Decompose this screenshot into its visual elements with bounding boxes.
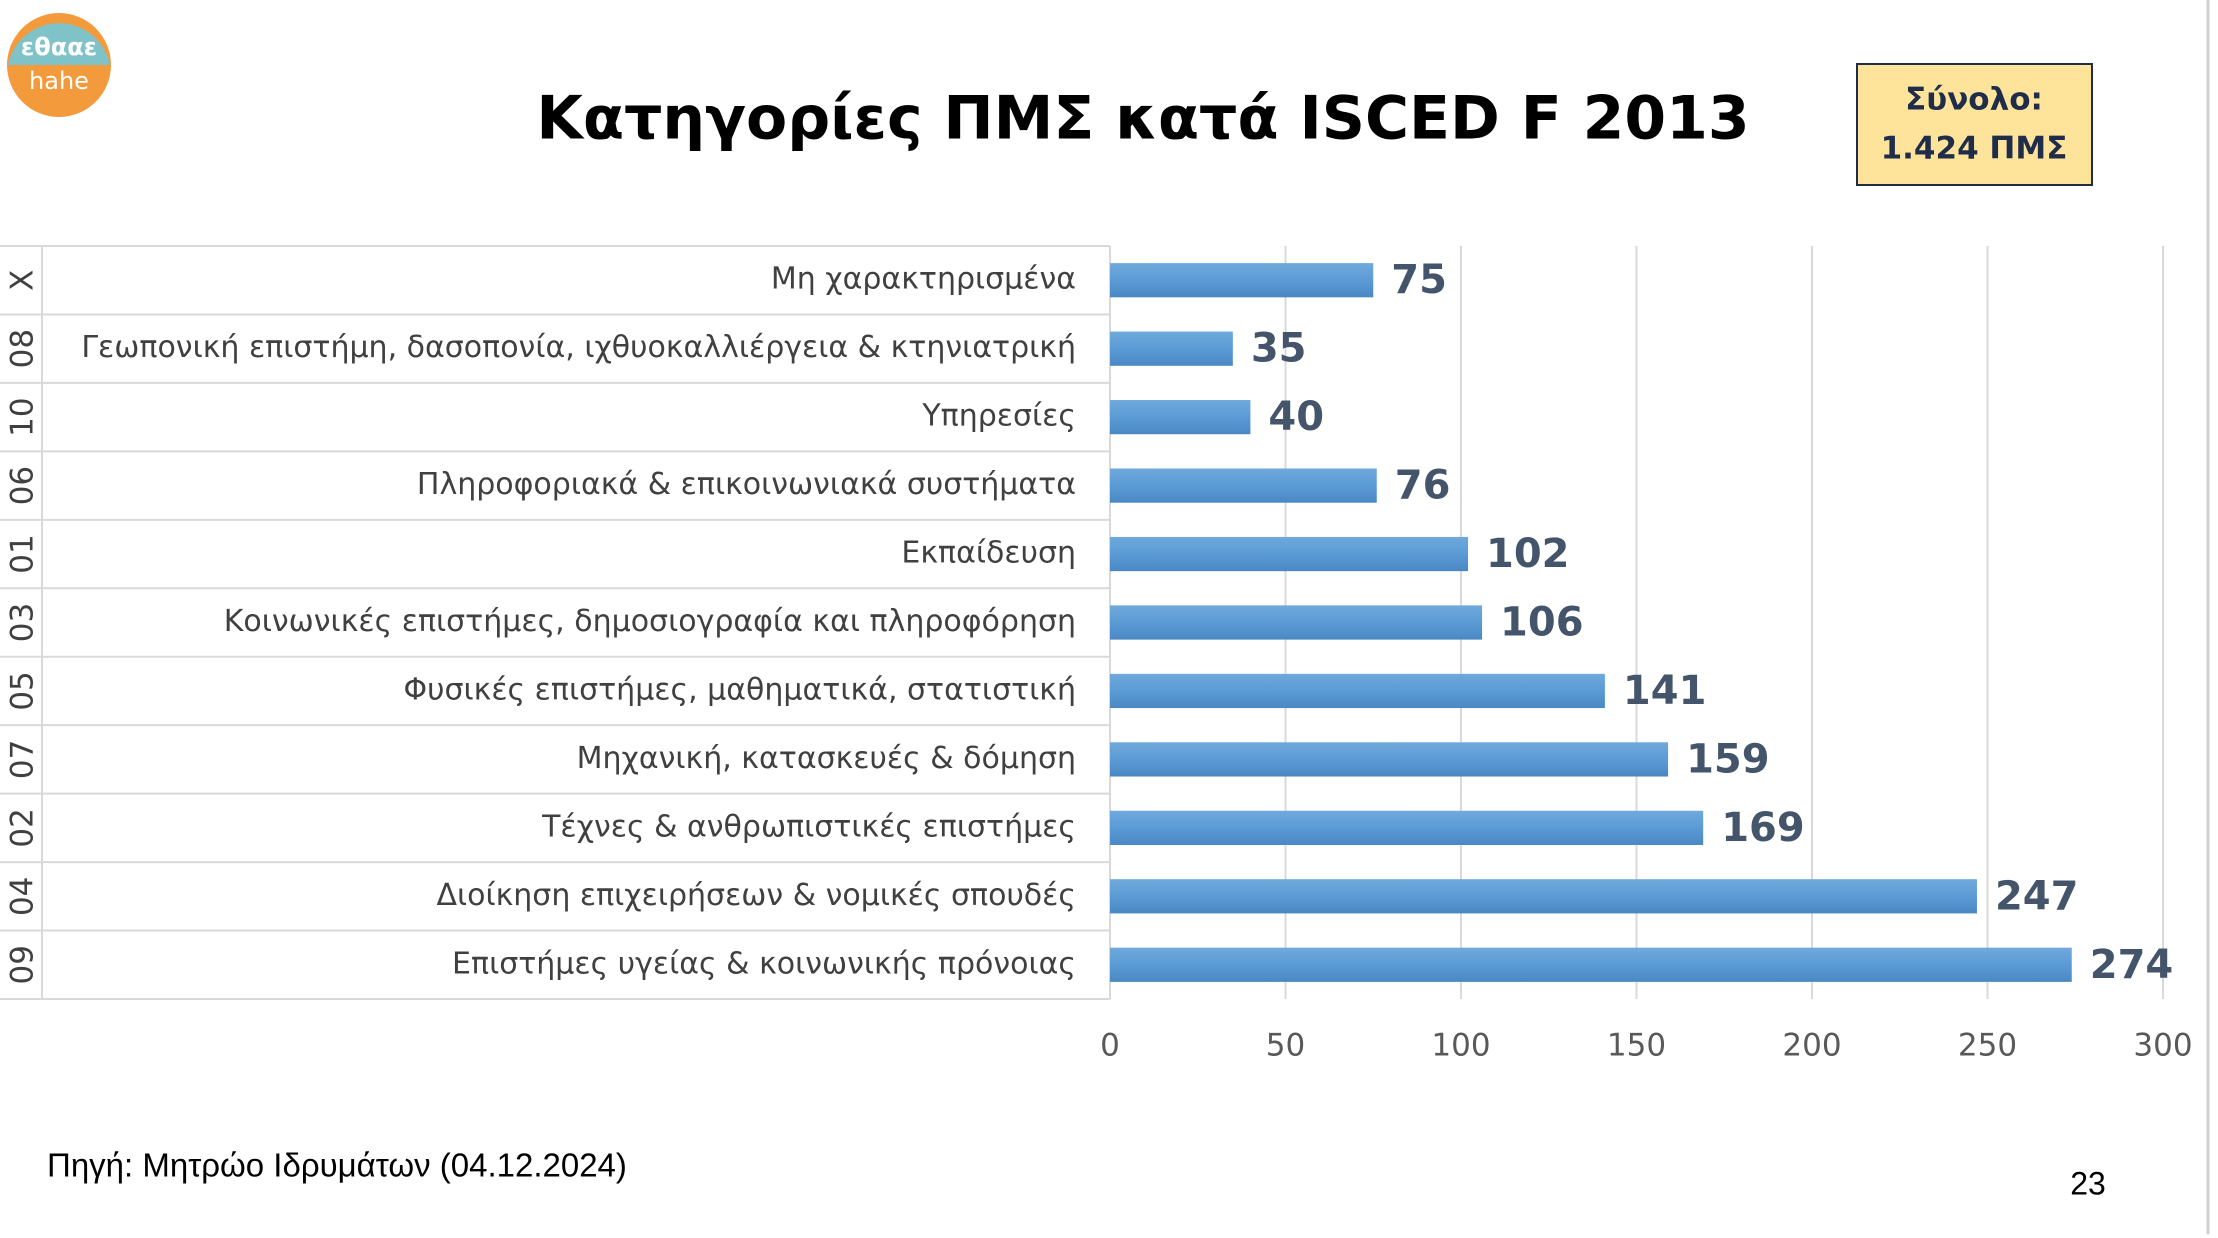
category-label: Εκπαίδευση [901, 536, 1076, 571]
total-box [1856, 63, 2093, 186]
bar [1110, 673, 1605, 709]
x-tick-label: 250 [1958, 1028, 2017, 1064]
x-tick-label: 0 [1100, 1028, 1120, 1064]
data-label: 75 [1391, 257, 1447, 303]
category-code: 04 [5, 877, 41, 916]
data-label: 35 [1251, 326, 1307, 372]
logo-text: hahe [29, 67, 89, 95]
data-label: 106 [1500, 600, 1584, 646]
total-text: Σύνολο: [1905, 82, 2043, 118]
bar [1110, 468, 1377, 503]
data-label: 141 [1623, 668, 1707, 714]
x-tick-label: 150 [1607, 1028, 1666, 1064]
category-code: 06 [5, 466, 41, 505]
category-code: 08 [5, 329, 41, 368]
data-label: 159 [1686, 736, 1770, 782]
data-label: 247 [1995, 873, 2079, 919]
category-label: Μηχανική, κατασκευές & δόμηση [577, 741, 1076, 776]
data-label: 40 [1268, 394, 1324, 440]
x-tick-label: 50 [1266, 1028, 1305, 1064]
category-label: Επιστήμες υγείας & κοινωνικής πρόνοιας [452, 946, 1076, 981]
category-label: Κοινωνικές επιστήμες, δημοσιογραφία και … [224, 604, 1076, 639]
category-label: Μη χαρακτηρισμένα [771, 262, 1076, 297]
logo-text: εθααε [21, 33, 97, 61]
category-label: Τέχνες & ανθρωπιστικές επιστήμες [541, 809, 1076, 844]
category-label: Διοίκηση επιχειρήσεων & νομικές σπουδές [436, 878, 1076, 913]
category-label: Φυσικές επιστήμες, μαθηματικά, στατιστικ… [404, 672, 1077, 707]
category-code: 01 [5, 534, 41, 573]
bar [1110, 879, 1977, 914]
x-tick-label: 200 [1782, 1028, 1841, 1064]
source-note: Πηγή: Μητρώο Ιδρυμάτων (04.12.2024) [47, 1147, 627, 1184]
bar [1110, 810, 1704, 845]
category-code: 09 [5, 945, 41, 984]
bar [1110, 400, 1251, 435]
bar [1110, 263, 1374, 298]
category-code: 07 [5, 740, 41, 779]
bar [1110, 536, 1469, 572]
logo: εθααε hahe [7, 13, 111, 117]
category-code: 02 [5, 808, 41, 847]
category-label: Υπηρεσίες [921, 399, 1076, 434]
data-label: 76 [1395, 463, 1451, 509]
category-label: Πληροφοριακά & επικοινωνιακά συστήματα [417, 467, 1076, 502]
category-code: 03 [5, 603, 41, 642]
page-number: 23 [2070, 1165, 2106, 1201]
total-text: 1.424 ΠΜΣ [1881, 131, 2068, 167]
x-tick-label: 100 [1431, 1028, 1490, 1064]
category-code: 10 [5, 397, 41, 436]
bar [1110, 947, 2072, 982]
data-label: 274 [2090, 942, 2174, 988]
data-label: 102 [1486, 531, 1570, 577]
category-label: Γεωπονική επιστήμη, δασοπονία, ιχθυοκαλλ… [81, 330, 1076, 365]
category-code: X [5, 270, 41, 291]
bar [1110, 331, 1233, 366]
bar [1110, 742, 1669, 777]
chart-title: Κατηγορίες ΠΜΣ κατά ISCED F 2013 [536, 84, 1749, 154]
x-tick-label: 300 [2133, 1028, 2192, 1064]
logo-top [8, 23, 110, 65]
data-label: 169 [1721, 805, 1805, 851]
bar [1110, 605, 1483, 640]
category-code: 05 [5, 671, 41, 710]
